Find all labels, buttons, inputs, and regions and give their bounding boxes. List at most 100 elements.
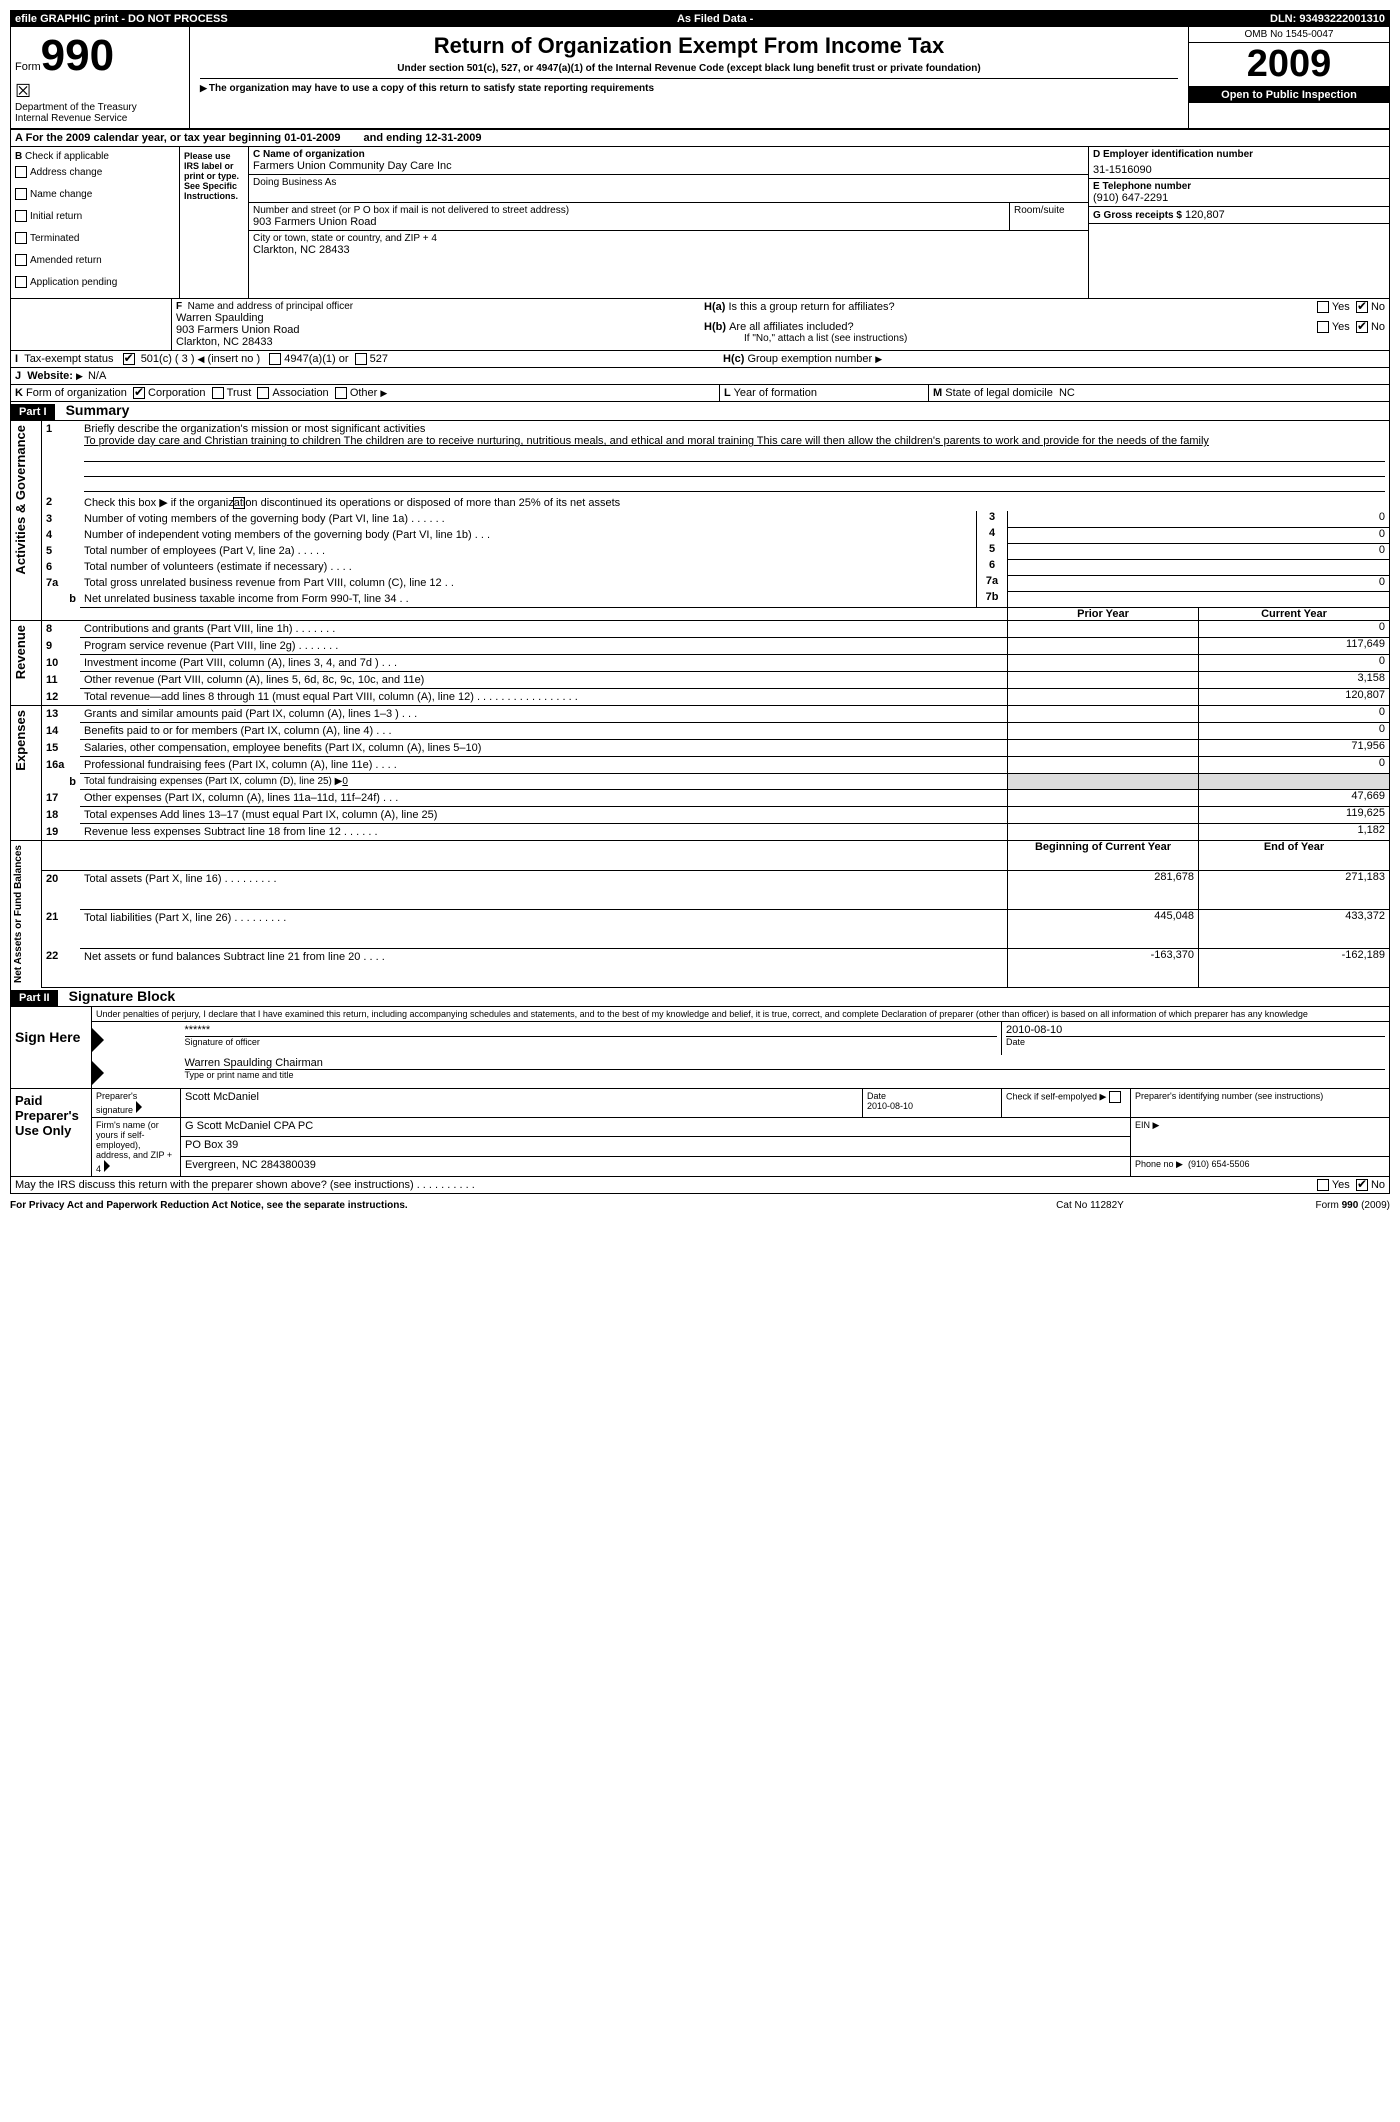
- efile-notice: efile GRAPHIC print - DO NOT PROCESS: [11, 11, 672, 27]
- l11: Other revenue (Part VIII, column (A), li…: [80, 672, 1008, 689]
- street-label: Number and street (or P O box if mail is…: [253, 205, 569, 216]
- l5: Total number of employees (Part V, line …: [84, 545, 295, 557]
- d-label: D Employer identification number: [1093, 149, 1385, 160]
- l21: Total liabilities (Part X, line 26): [84, 912, 231, 924]
- block-klm: K Form of organization Corporation Trust…: [11, 385, 1389, 402]
- footer: For Privacy Act and Paperwork Reduction …: [10, 1200, 1390, 1211]
- l19: Revenue less expenses Subtract line 18 f…: [84, 826, 341, 838]
- cb-527[interactable]: [355, 353, 367, 365]
- l1b: To provide day care and Christian traini…: [84, 435, 1385, 447]
- cb-amended[interactable]: [15, 254, 27, 266]
- phone-label: Phone no ▶: [1135, 1159, 1183, 1169]
- l10: Investment income (Part VIII, column (A)…: [84, 657, 379, 669]
- l18: Total expenses Add lines 13–17 (must equ…: [80, 807, 1008, 824]
- cv9: 117,649: [1199, 638, 1390, 655]
- l3: Number of voting members of the governin…: [84, 513, 408, 525]
- cv19: 1,182: [1199, 824, 1390, 841]
- irs: Internal Revenue Service: [15, 113, 185, 124]
- cb-assoc[interactable]: [257, 387, 269, 399]
- e22: -162,189: [1199, 948, 1390, 987]
- dln-label: DLN:: [1270, 13, 1296, 25]
- prep-name: Scott McDaniel: [181, 1088, 863, 1117]
- l15: Salaries, other compensation, employee b…: [80, 740, 1008, 757]
- sig-date: 2010-08-10: [1006, 1024, 1385, 1037]
- state: NC: [1059, 387, 1075, 399]
- cb-pending[interactable]: [15, 276, 27, 288]
- prep-id: Preparer's identifying number (see instr…: [1131, 1088, 1390, 1117]
- v7a: 0: [1008, 575, 1390, 591]
- ein: 31-1516090: [1093, 164, 1385, 176]
- l2: Check this box ▶ if the organization dis…: [84, 497, 620, 509]
- officer-name: Warren Spaulding: [176, 312, 696, 324]
- firm-name: G Scott McDaniel CPA PC: [181, 1117, 1131, 1137]
- phone: (910) 647-2291: [1093, 192, 1385, 204]
- type-print-label: Type or print name and title: [185, 1070, 1386, 1080]
- cb-hb-yes[interactable]: [1317, 321, 1329, 333]
- l8: Contributions and grants (Part VIII, lin…: [84, 623, 293, 635]
- m-label: State of legal domicile: [945, 387, 1053, 399]
- part2-label: Part II: [11, 990, 58, 1006]
- officer-name-title: Warren Spaulding Chairman: [185, 1057, 1386, 1070]
- b-label: Check if applicable: [25, 151, 109, 162]
- may-discuss: May the IRS discuss this return with the…: [15, 1179, 414, 1191]
- cv8: 0: [1199, 621, 1390, 638]
- asfiled: As Filed Data -: [672, 11, 975, 27]
- cb-may-no[interactable]: [1356, 1179, 1368, 1191]
- l20: Total assets (Part X, line 16): [84, 873, 222, 885]
- l1a: Briefly describe the organization's miss…: [84, 423, 1385, 435]
- form-sub1: Under section 501(c), 527, or 4947(a)(1)…: [200, 59, 1178, 78]
- cb-may-yes[interactable]: [1317, 1179, 1329, 1191]
- sig-officer-label: Signature of officer: [185, 1037, 998, 1047]
- cv15: 71,956: [1199, 740, 1390, 757]
- cb-self[interactable]: [1109, 1091, 1121, 1103]
- cb-initial[interactable]: [15, 210, 27, 222]
- part1-label: Part I: [11, 404, 55, 420]
- v3: 0: [1008, 511, 1390, 527]
- street: 903 Farmers Union Road: [253, 216, 1005, 228]
- topbar: efile GRAPHIC print - DO NOT PROCESS As …: [11, 11, 1389, 27]
- sig-arrow-icon2: [92, 1061, 104, 1085]
- city-label: City or town, state or country, and ZIP …: [253, 233, 1084, 244]
- cv16a: 0: [1199, 757, 1390, 774]
- line-j: J Website: N/A: [11, 368, 1389, 385]
- l12: Total revenue—add lines 8 through 11 (mu…: [84, 691, 474, 703]
- sign-here: Sign Here: [11, 1021, 92, 1088]
- section-exp: Expenses: [11, 706, 30, 775]
- cv14: 0: [1199, 723, 1390, 740]
- part1-header: Part I Summary: [11, 402, 1389, 421]
- end-year: End of Year: [1199, 841, 1390, 871]
- i-label: Tax-exempt status: [24, 353, 113, 365]
- beg-year: Beginning of Current Year: [1008, 841, 1199, 871]
- e-label: E Telephone number: [1093, 181, 1385, 192]
- check-self: Check if self-empolyed ▶: [1006, 1091, 1106, 1101]
- cb-hb-no[interactable]: [1356, 321, 1368, 333]
- f-label: Name and address of principal officer: [188, 301, 353, 312]
- cv11: 3,158: [1199, 672, 1390, 689]
- cb-501c[interactable]: [123, 353, 135, 365]
- cb-ha-yes[interactable]: [1317, 301, 1329, 313]
- l16a: Professional fundraising fees (Part IX, …: [84, 759, 372, 771]
- b22: -163,370: [1008, 948, 1199, 987]
- hc: Group exemption number: [747, 353, 872, 365]
- cb-4947[interactable]: [269, 353, 281, 365]
- block-bcdeg: B Check if applicable Address change Nam…: [11, 147, 1389, 299]
- block-fh: F Name and address of principal officer …: [11, 299, 1389, 351]
- line-a-text: For the 2009 calendar year, or tax year …: [26, 132, 341, 144]
- l-label: Year of formation: [734, 387, 817, 399]
- e20: 271,183: [1199, 871, 1390, 910]
- cb-corp[interactable]: [133, 387, 145, 399]
- officer-city: Clarkton, NC 28433: [176, 336, 696, 348]
- cb-other[interactable]: [335, 387, 347, 399]
- dba-label: Doing Business As: [253, 177, 1084, 188]
- signature-block: Under penalties of perjury, I declare th…: [11, 1007, 1389, 1193]
- ein-label: EIN ▶: [1131, 1117, 1390, 1137]
- c-label: C Name of organization: [253, 149, 1084, 160]
- cb-ha-no[interactable]: [1356, 301, 1368, 313]
- please-use-label: Please use IRS label or print or type. S…: [180, 147, 249, 299]
- cb-terminated[interactable]: [15, 232, 27, 244]
- cb-l2[interactable]: [233, 497, 245, 509]
- cb-address[interactable]: [15, 166, 27, 178]
- l16b: Total fundraising expenses (Part IX, col…: [84, 776, 342, 787]
- cb-trust[interactable]: [212, 387, 224, 399]
- cb-name[interactable]: [15, 188, 27, 200]
